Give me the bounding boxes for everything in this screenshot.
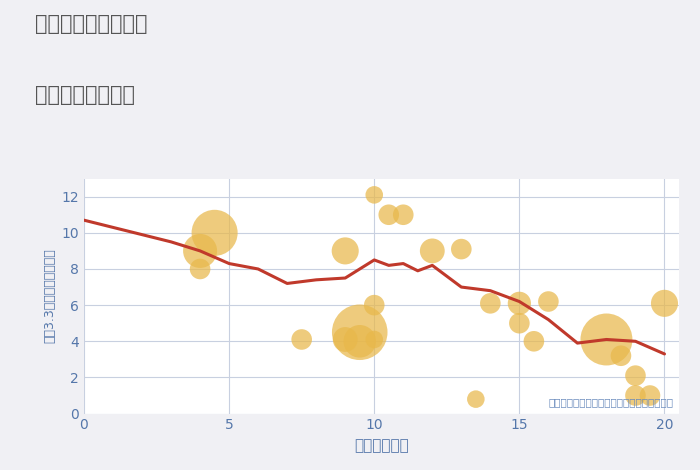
Point [630, 372, 641, 379]
Point [209, 229, 220, 236]
Point [528, 337, 540, 345]
Point [470, 395, 482, 403]
Point [369, 301, 380, 309]
Point [369, 336, 380, 343]
Point [354, 337, 365, 345]
Point [630, 392, 641, 399]
Point [398, 211, 409, 219]
Y-axis label: 坪（3.3㎡）単価（万円）: 坪（3.3㎡）単価（万円） [43, 249, 56, 344]
Point [542, 298, 554, 306]
Point [195, 247, 206, 255]
Point [354, 329, 365, 336]
X-axis label: 駅距離（分）: 駅距離（分） [354, 438, 409, 453]
Point [340, 247, 351, 255]
Point [484, 299, 496, 307]
Point [195, 265, 206, 273]
Point [383, 211, 394, 219]
Point [427, 247, 438, 255]
Point [615, 352, 626, 360]
Point [514, 299, 525, 307]
Text: 駅距離別土地価格: 駅距離別土地価格 [35, 85, 135, 105]
Point [340, 336, 351, 343]
Point [514, 320, 525, 327]
Text: 岐阜県可児市瀬田の: 岐阜県可児市瀬田の [35, 14, 148, 34]
Point [296, 336, 307, 343]
Text: 円の大きさは、取引のあった物件面積を示す: 円の大きさは、取引のあった物件面積を示す [548, 397, 673, 407]
Point [659, 299, 670, 307]
Point [601, 336, 612, 343]
Point [369, 191, 380, 199]
Point [456, 245, 467, 253]
Point [645, 392, 656, 399]
